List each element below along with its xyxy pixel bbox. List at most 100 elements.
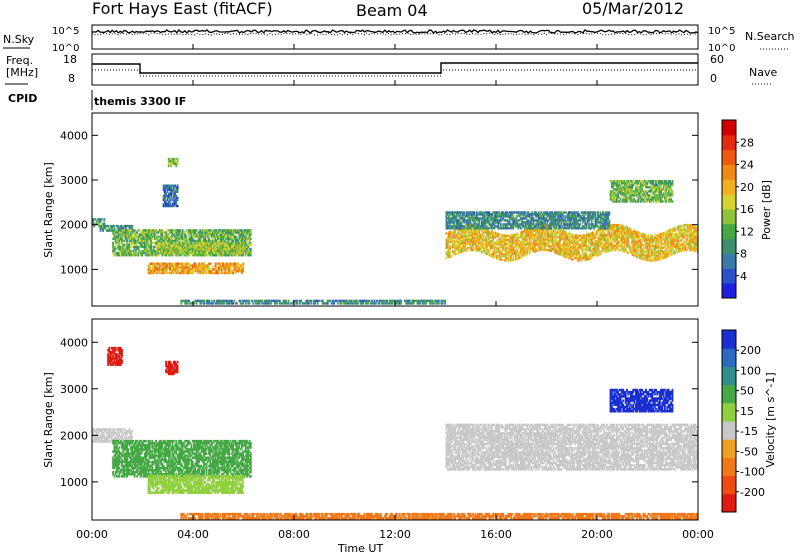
- scatter-cell: [133, 245, 136, 249]
- scatter-cell: [493, 250, 496, 253]
- scatter-cell: [179, 242, 181, 245]
- scatter-cell: [429, 302, 431, 305]
- scatter-cell: [158, 266, 161, 269]
- scatter-cell: [190, 302, 193, 305]
- scatter-cell: [190, 233, 193, 236]
- scatter-cell: [446, 254, 449, 257]
- scatter-cell: [229, 268, 232, 271]
- scatter-cell: [174, 246, 176, 249]
- scatter-cell: [200, 251, 203, 255]
- scatter-cell: [208, 231, 210, 234]
- scatter-cell: [339, 302, 342, 305]
- scatter-cell: [229, 262, 232, 265]
- scatter-cell: [134, 249, 137, 253]
- scatter-cell: [204, 248, 207, 251]
- scatter-cell: [153, 237, 156, 240]
- scatter-cell: [209, 246, 212, 249]
- scatter-cell: [307, 299, 310, 303]
- scatter-cell: [180, 242, 183, 245]
- scatter-cell: [228, 264, 231, 267]
- scatter-cell: [174, 239, 176, 242]
- scatter-cell: [427, 299, 430, 303]
- scatter-cell: [209, 242, 212, 245]
- scatter-cell: [200, 242, 203, 245]
- scatter-cell: [162, 262, 165, 265]
- scatter-cell: [208, 237, 210, 240]
- scatter-cell: [376, 299, 378, 303]
- scatter-cell: [176, 198, 179, 202]
- scatter-cell: [201, 242, 204, 245]
- scatter-cell: [242, 264, 245, 267]
- scatter-cell: [241, 233, 243, 236]
- scatter-cell: [166, 248, 169, 251]
- scatter-cell: [103, 222, 106, 226]
- scatter-cell: [238, 233, 241, 236]
- scatter-cell: [157, 251, 160, 255]
- scatter-cell: [219, 235, 222, 238]
- scatter-cell: [180, 249, 183, 253]
- scatter-cell: [222, 237, 224, 240]
- scatter-cell: [181, 254, 184, 257]
- scatter-cell: [456, 241, 459, 245]
- scatter-cell: [162, 231, 165, 234]
- scatter-cell: [451, 244, 454, 247]
- scatter-cell: [140, 254, 142, 257]
- scatter-cell: [190, 249, 193, 253]
- scatter-cell: [514, 251, 517, 255]
- scatter-cell: [180, 244, 183, 247]
- scatter-cell: [228, 242, 231, 245]
- scatter-cell: [167, 237, 170, 240]
- scatter-cell: [131, 241, 133, 244]
- scatter-cell: [295, 299, 298, 303]
- scatter-cell: [273, 299, 276, 303]
- cpid-value: themis 3300 IF: [94, 95, 186, 108]
- scatter-cell: [215, 242, 218, 245]
- scatter-cell: [170, 231, 173, 234]
- scatter-cell: [148, 247, 151, 251]
- scatter-cell: [157, 244, 160, 247]
- scatter-cell: [116, 254, 118, 257]
- scatter-cell: [158, 271, 161, 275]
- scatter-cell: [169, 184, 171, 187]
- scatter-cell: [137, 229, 140, 232]
- scatter-cell: [122, 235, 125, 238]
- scatter-cell: [446, 240, 449, 243]
- scatter-cell: [156, 237, 159, 240]
- scatter-cell: [224, 244, 227, 247]
- scatter-cell: [235, 239, 238, 242]
- scatter-cell: [217, 271, 219, 275]
- scatter-cell: [169, 192, 171, 195]
- scatter-cell: [243, 235, 246, 238]
- scatter-cell: [138, 233, 141, 236]
- scatter-cell: [170, 229, 173, 232]
- scatter-cell: [242, 233, 245, 236]
- scatter-cell: [167, 235, 170, 238]
- scatter-cell: [191, 245, 194, 249]
- scatter-cell: [172, 248, 175, 251]
- scatter-cell: [174, 262, 176, 265]
- scatter-cell: [215, 233, 218, 236]
- scatter-cell: [227, 251, 229, 255]
- scatter-cell: [134, 233, 137, 236]
- scatter-cell: [170, 164, 173, 167]
- scatter-cell: [218, 235, 221, 238]
- scatter-cell: [201, 251, 204, 255]
- scatter-cell: [167, 251, 170, 255]
- scatter-cell: [367, 299, 370, 303]
- scatter-cell: [131, 233, 133, 236]
- scatter-cell: [155, 229, 157, 232]
- scatter-cell: [148, 237, 151, 240]
- scatter-cell: [99, 227, 102, 230]
- scatter-cell: [194, 244, 197, 247]
- scatter-cell: [136, 235, 139, 238]
- scatter-cell: [208, 242, 210, 245]
- scatter-cell: [234, 231, 237, 234]
- scatter-cell: [453, 243, 455, 246]
- scatter-cell: [218, 262, 221, 265]
- scatter-cell: [241, 231, 243, 234]
- scatter-cell: [151, 231, 154, 234]
- scatter-cell: [415, 299, 418, 303]
- scatter-cell: [138, 235, 141, 238]
- scatter-cell: [222, 268, 224, 271]
- scatter-cell: [603, 230, 606, 233]
